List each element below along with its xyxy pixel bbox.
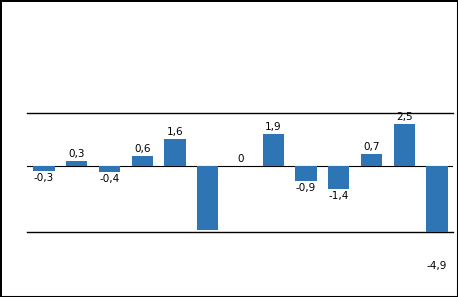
Bar [131, 156, 153, 166]
Bar [262, 134, 284, 166]
Text: -0,4: -0,4 [99, 174, 120, 184]
Text: -1,4: -1,4 [328, 191, 349, 201]
Bar [426, 166, 447, 247]
Bar [361, 154, 382, 166]
Text: -0,3: -0,3 [34, 173, 54, 183]
Text: -0,9: -0,9 [296, 183, 316, 193]
Bar [66, 161, 87, 166]
Bar [393, 124, 415, 166]
Text: 0: 0 [237, 154, 244, 164]
Bar [295, 166, 316, 181]
Text: 0,3: 0,3 [68, 148, 85, 159]
Text: -4,9: -4,9 [427, 261, 447, 271]
Bar [99, 166, 120, 172]
Bar [328, 166, 349, 189]
Text: 0,6: 0,6 [134, 144, 150, 154]
Text: 1,6: 1,6 [167, 127, 183, 137]
Text: 0,7: 0,7 [363, 142, 380, 152]
Text: 2,5: 2,5 [396, 112, 413, 122]
Bar [197, 166, 218, 230]
Bar [33, 166, 55, 170]
Bar [164, 139, 185, 166]
Text: 1,9: 1,9 [265, 122, 282, 132]
